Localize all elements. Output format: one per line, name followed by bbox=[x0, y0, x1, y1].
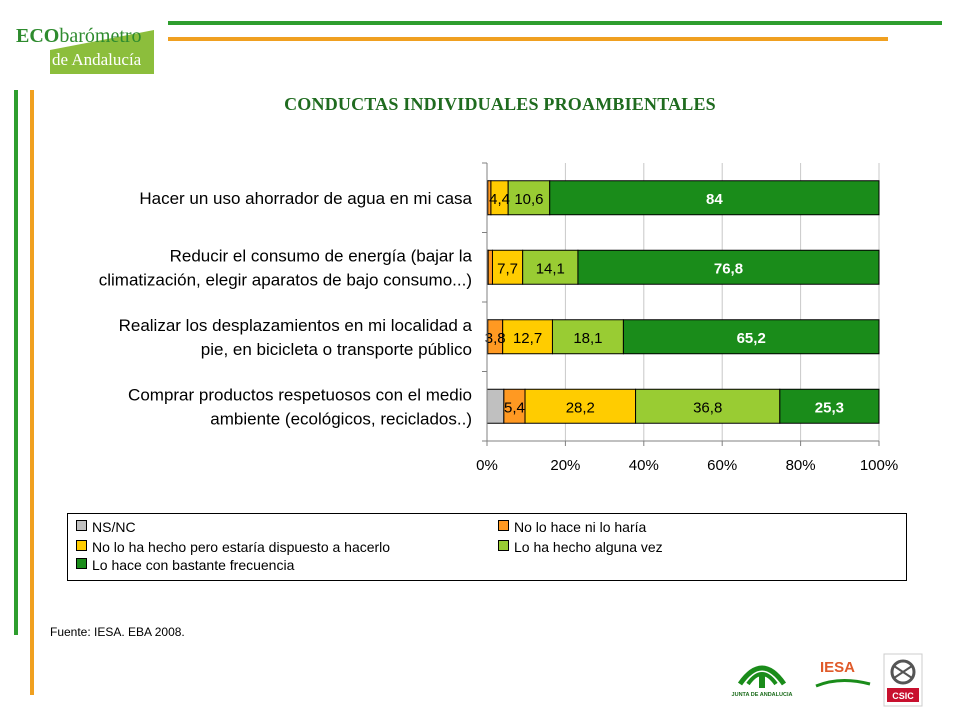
chart-legend: NS/NC No lo hace ni lo haría No lo ha he… bbox=[67, 513, 907, 581]
bar-segment bbox=[779, 388, 880, 424]
ecobarometro-logo: ECObarómetro de Andalucía bbox=[16, 25, 154, 74]
legend-item-alguna-vez: Lo ha hecho alguna vez bbox=[498, 539, 663, 555]
category-label: climatización, elegir aparatos de bajo c… bbox=[99, 270, 472, 289]
legend-swatch-frecuencia bbox=[76, 558, 87, 569]
legend-swatch-dispuesto bbox=[76, 540, 87, 551]
bar-segment bbox=[507, 180, 551, 216]
category-label: Reducir el consumo de energía (bajar la bbox=[170, 246, 473, 265]
junta-andalucia-logo: JUNTA DE ANDALUCIA bbox=[732, 665, 793, 698]
legend-label-no-hace: No lo hace ni lo haría bbox=[514, 519, 647, 535]
legend-item-frecuencia: Lo hace con bastante frecuencia bbox=[76, 557, 294, 573]
footer-logos: JUNTA DE ANDALUCIA IESA CSIC bbox=[732, 653, 923, 707]
iesa-logo-text: IESA bbox=[820, 659, 855, 676]
data-label: 65,2 bbox=[737, 330, 766, 347]
data-label: 28,2 bbox=[566, 399, 595, 416]
category-label: Comprar productos respetuosos con el med… bbox=[128, 385, 472, 404]
junta-logo-text: JUNTA DE ANDALUCIA bbox=[732, 692, 793, 698]
bar-segment bbox=[491, 249, 524, 285]
data-label: 10,6 bbox=[514, 191, 543, 208]
chart-title: CONDUCTAS INDIVIDUALES PROAMBIENTALES bbox=[284, 94, 716, 114]
data-label: 12,7 bbox=[513, 330, 542, 347]
x-tick-label: 20% bbox=[550, 457, 580, 474]
legend-swatch-nsnc bbox=[76, 520, 87, 531]
logo-andalucia: de Andalucía bbox=[52, 50, 142, 69]
iesa-logo: IESA bbox=[815, 659, 871, 688]
csic-logo-text: CSIC bbox=[892, 691, 914, 701]
x-tick-label: 80% bbox=[786, 457, 816, 474]
x-tick-label: 60% bbox=[707, 457, 737, 474]
data-label: 14,1 bbox=[536, 260, 565, 277]
category-label: Hacer un uso ahorrador de agua en mi cas… bbox=[139, 189, 472, 208]
legend-label-frecuencia: Lo hace con bastante frecuencia bbox=[92, 557, 295, 573]
legend-item-nsnc: NS/NC bbox=[76, 519, 136, 535]
data-label: 3,8 bbox=[485, 330, 506, 347]
data-label: 36,8 bbox=[693, 399, 722, 416]
legend-label-alguna-vez: Lo ha hecho alguna vez bbox=[514, 539, 663, 555]
legend-item-no-hace: No lo hace ni lo haría bbox=[498, 519, 646, 535]
x-tick-label: 100% bbox=[860, 457, 898, 474]
bar-segment bbox=[577, 249, 880, 285]
category-label: pie, en bicicleta o transporte público bbox=[201, 340, 472, 359]
data-label: 25,3 bbox=[815, 399, 844, 416]
top-orange-rule bbox=[168, 37, 888, 41]
data-label: 4,4 bbox=[489, 191, 510, 208]
bar-segment bbox=[549, 180, 880, 216]
legend-item-dispuesto: No lo ha hecho pero estaría dispuesto a … bbox=[76, 539, 390, 555]
x-tick-label: 0% bbox=[476, 457, 498, 474]
data-label: 18,1 bbox=[573, 330, 602, 347]
left-green-rule bbox=[14, 90, 18, 635]
logo-barometro: barómetro bbox=[59, 25, 141, 47]
left-orange-rule bbox=[30, 90, 34, 695]
legend-label-dispuesto: No lo ha hecho pero estaría dispuesto a … bbox=[92, 539, 391, 555]
csic-logo: CSIC bbox=[883, 653, 923, 707]
legend-swatch-no-hace bbox=[498, 520, 509, 531]
svg-text:ECObarómetro: ECObarómetro bbox=[16, 25, 142, 47]
top-green-rule bbox=[168, 21, 942, 25]
legend-label-nsnc: NS/NC bbox=[92, 519, 136, 535]
data-label: 84 bbox=[706, 191, 723, 208]
data-label: 76,8 bbox=[714, 260, 743, 277]
data-label: 5,4 bbox=[504, 399, 525, 416]
category-label: ambiente (ecológicos, reciclados..) bbox=[210, 409, 472, 428]
legend-swatch-alguna-vez bbox=[498, 540, 509, 551]
bar-segment bbox=[487, 249, 493, 285]
bar-segment bbox=[486, 388, 505, 424]
source-note: Fuente: IESA. EBA 2008. bbox=[50, 625, 185, 639]
bar-segment bbox=[622, 319, 880, 355]
category-label: Realizar los desplazamientos en mi local… bbox=[119, 316, 473, 335]
data-label: 7,7 bbox=[497, 260, 518, 277]
logo-eco: ECO bbox=[16, 25, 59, 47]
bar-segment bbox=[551, 319, 624, 355]
x-tick-label: 40% bbox=[629, 457, 659, 474]
